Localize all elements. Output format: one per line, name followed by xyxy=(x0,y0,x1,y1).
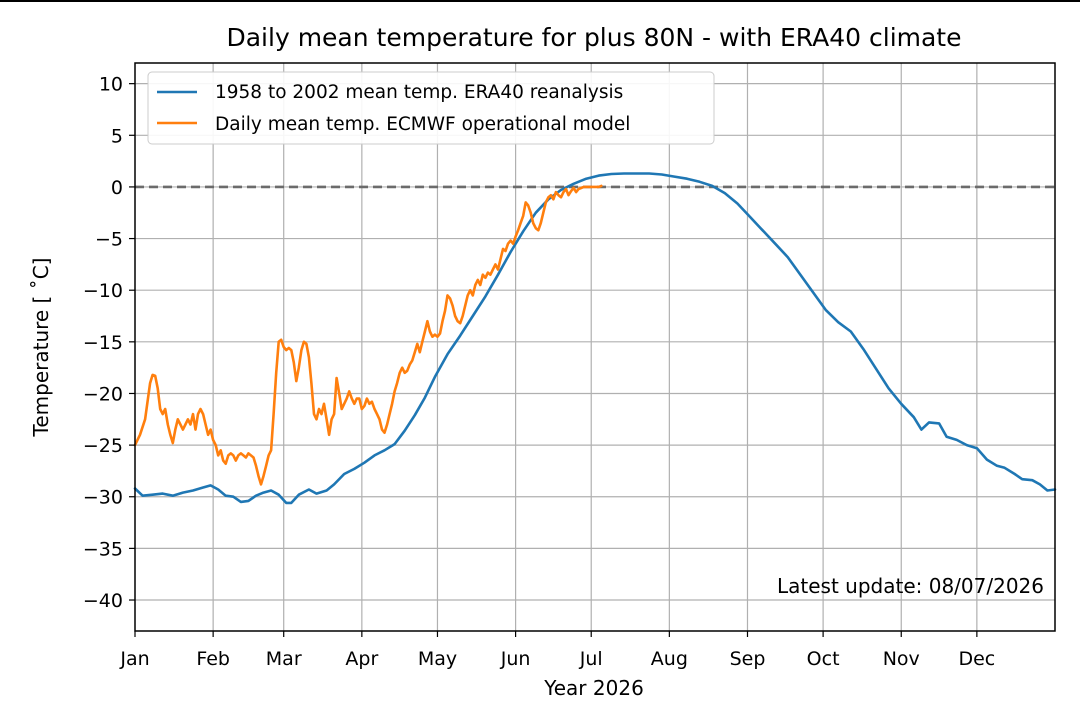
legend: 1958 to 2002 mean temp. ERA40 reanalysis… xyxy=(147,71,715,145)
legend-box xyxy=(147,71,715,145)
y-tick-label: −5 xyxy=(95,229,123,251)
legend-label-ecmwf: Daily mean temp. ECMWF operational model xyxy=(215,114,630,135)
plot-frame xyxy=(134,62,1056,632)
top-border xyxy=(0,0,1080,2)
y-tick-label: −35 xyxy=(83,538,123,560)
x-tick-label: Apr xyxy=(345,648,378,670)
x-tick-label: Oct xyxy=(807,648,840,670)
x-tick-label: Sep xyxy=(730,648,766,670)
x-tick-label: Mar xyxy=(266,648,302,670)
series-era40-climate-line xyxy=(133,172,1057,505)
y-tick-label: −15 xyxy=(83,332,123,354)
grid-layer xyxy=(135,63,1055,631)
series-ecmwf-operational-line xyxy=(133,184,603,486)
legend-label-era40: 1958 to 2002 mean temp. ERA40 reanalysis xyxy=(215,82,623,103)
tick-layer: Jan Feb Mar Apr May Jun Jul Aug Sep Oct Nov Dec 10 5 0… xyxy=(83,74,995,670)
x-tick-label: Jun xyxy=(500,648,531,670)
chart-title: Daily mean temperature for plus 80N - wi… xyxy=(226,23,961,52)
series-layer xyxy=(133,172,1057,505)
x-tick-label: May xyxy=(418,648,457,670)
y-tick-label: 5 xyxy=(111,125,123,147)
x-tick-label: Aug xyxy=(651,648,688,670)
y-tick-label: −10 xyxy=(83,280,123,302)
y-tick-label: −30 xyxy=(83,487,123,509)
y-axis-label: Temperature [ ˚C] xyxy=(29,258,53,438)
x-tick-label: Nov xyxy=(883,648,920,670)
y-tick-label: −20 xyxy=(83,383,123,405)
y-tick-label: −40 xyxy=(83,590,123,612)
x-tick-label: Jan xyxy=(119,648,149,670)
x-tick-label: Dec xyxy=(958,648,995,670)
latest-update-annotation: Latest update: 08/07/2026 xyxy=(777,574,1044,598)
y-tick-label: −25 xyxy=(83,435,123,457)
y-tick-label: 10 xyxy=(99,74,123,96)
x-tick-label: Jul xyxy=(579,648,603,670)
y-tick-label: 0 xyxy=(111,177,123,199)
x-axis-label: Year 2026 xyxy=(543,676,644,700)
x-tick-label: Feb xyxy=(196,648,230,670)
